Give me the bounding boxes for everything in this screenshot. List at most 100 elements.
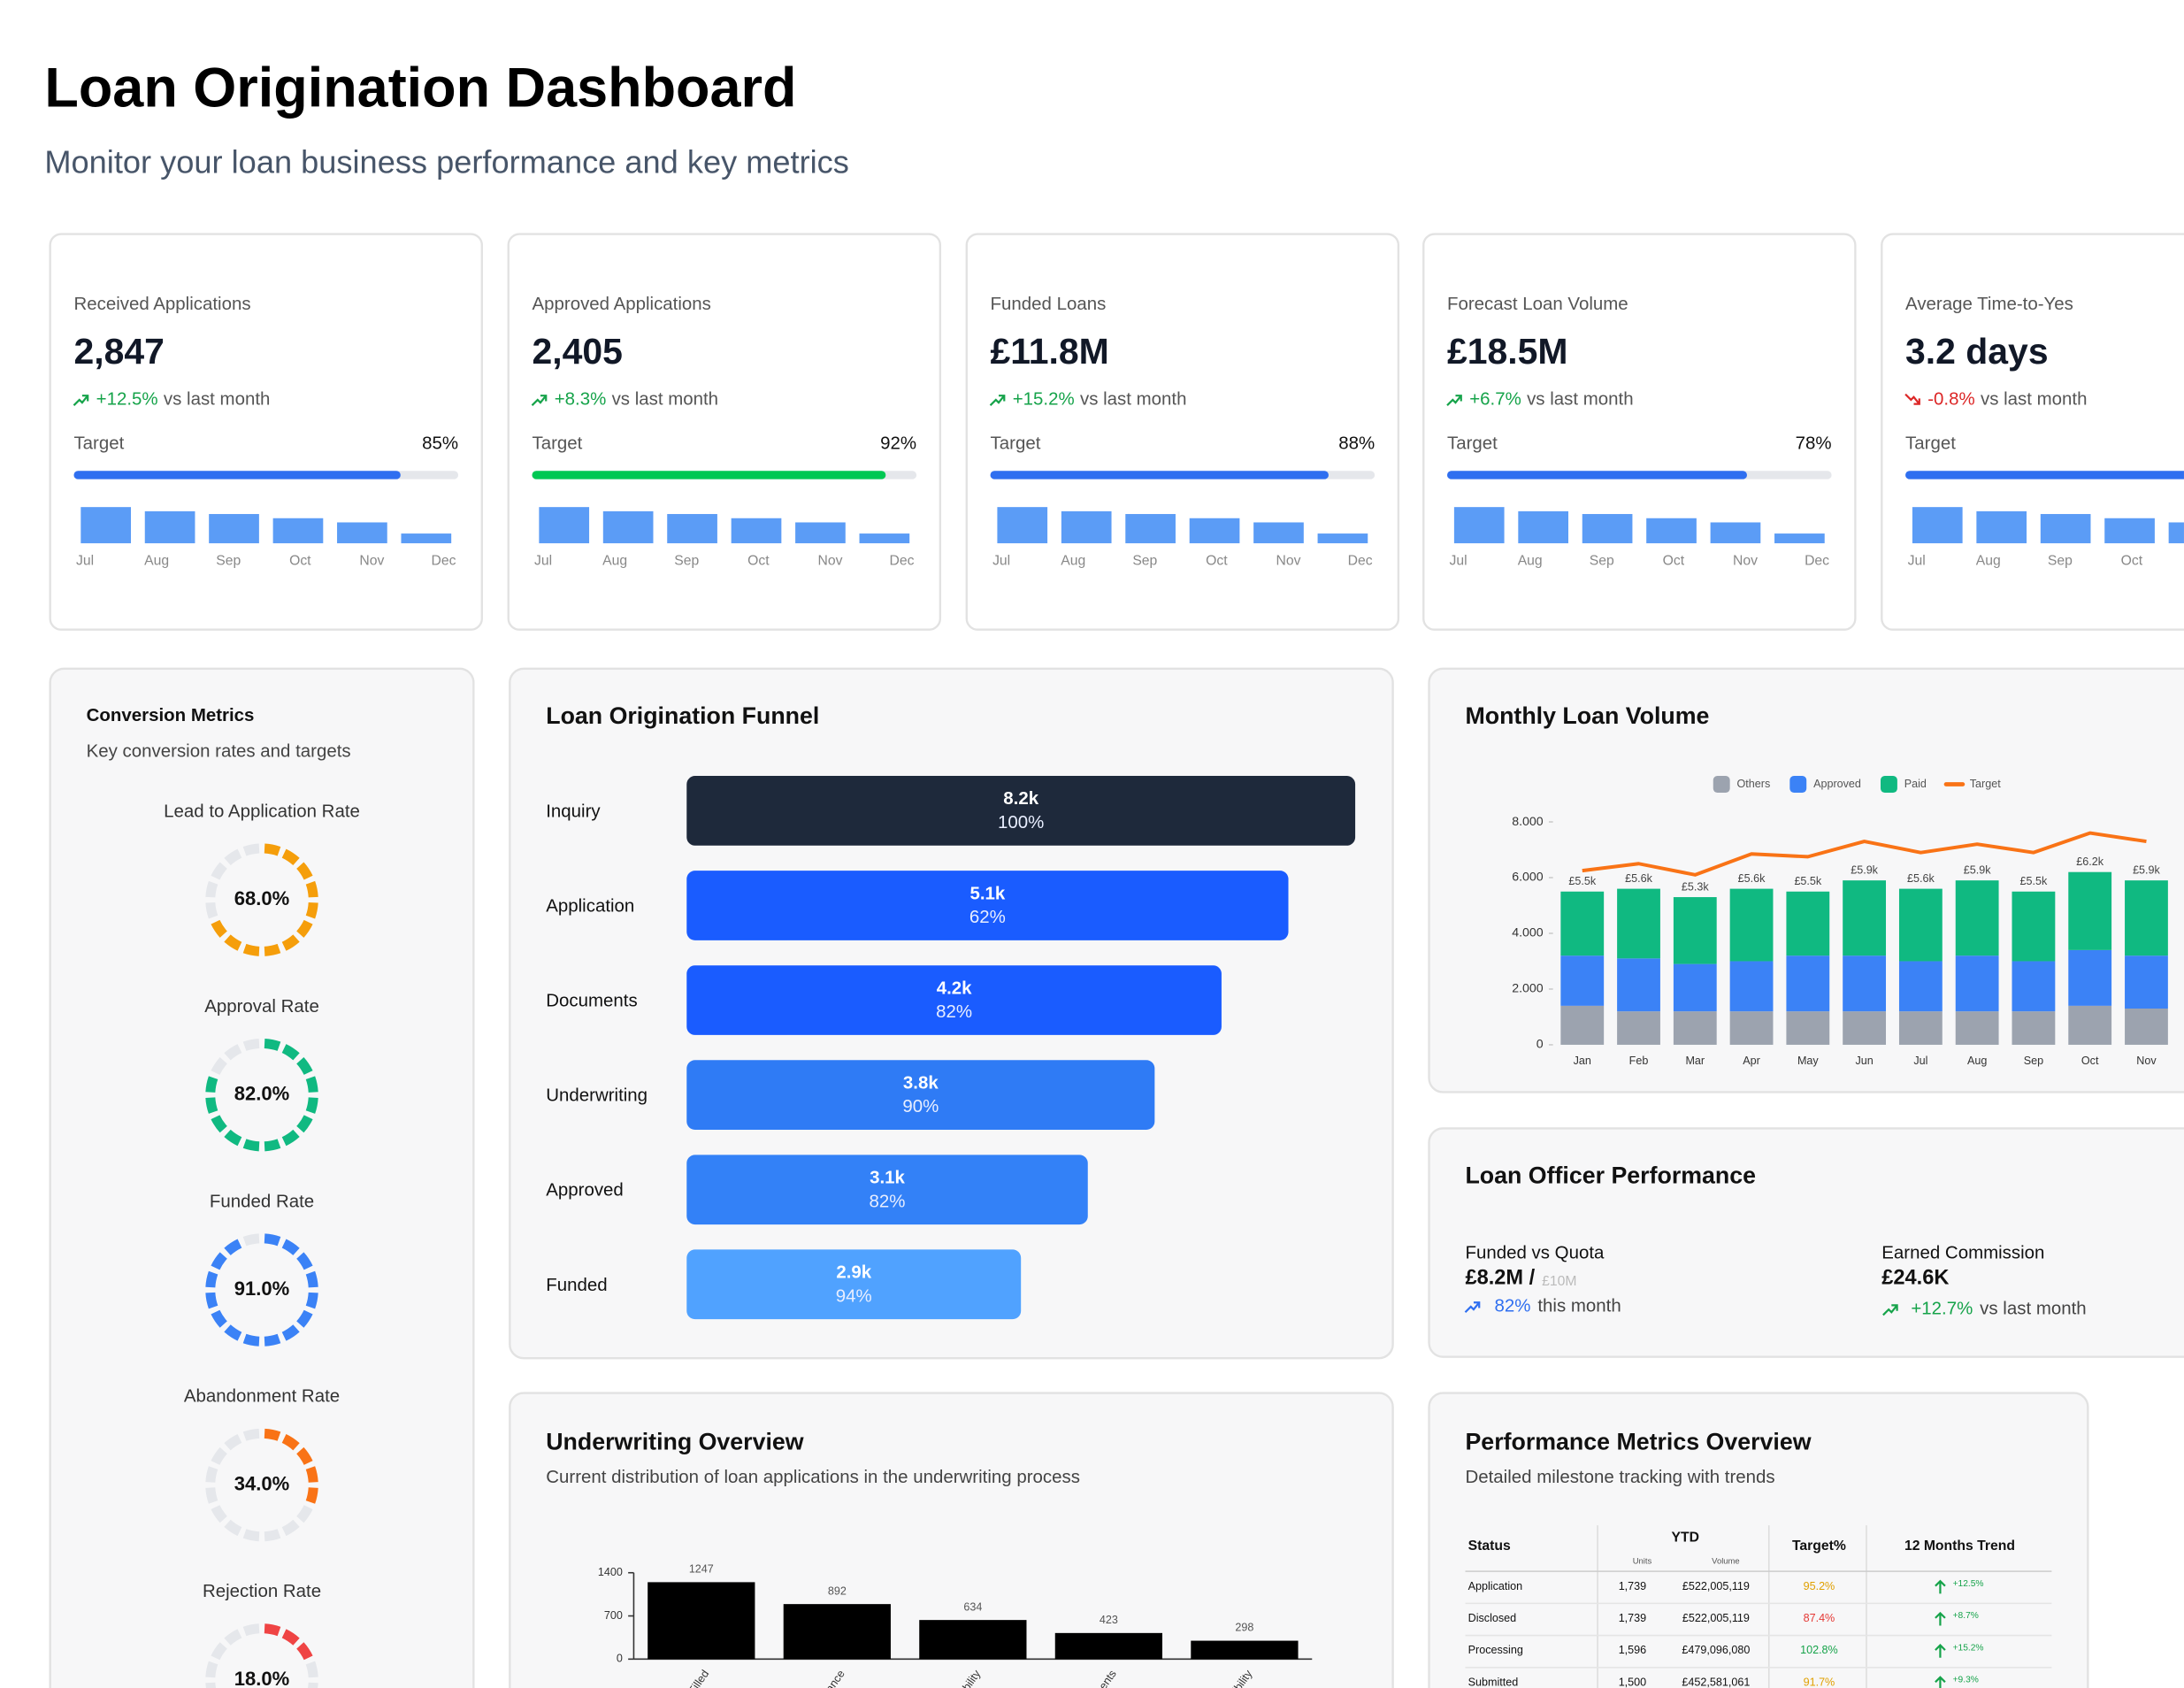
total-label: £5.5k bbox=[2020, 875, 2048, 887]
cell: 1,739 bbox=[1619, 1612, 1646, 1624]
month-label: Dec bbox=[1348, 554, 1373, 569]
column-header: YTD bbox=[1672, 1531, 1699, 1546]
ring-segment bbox=[264, 1428, 281, 1441]
rate-ring bbox=[205, 1428, 318, 1542]
stack-segment bbox=[1898, 888, 1943, 962]
mini-bar bbox=[1518, 510, 1568, 544]
stage-name: Underwriting bbox=[546, 1086, 648, 1106]
target-label: Target bbox=[73, 434, 124, 454]
stage-count: 2.9k bbox=[836, 1262, 871, 1283]
rate-value: 18.0% bbox=[234, 1668, 290, 1688]
month-label: Nov bbox=[1276, 554, 1301, 569]
progress-bar bbox=[1447, 471, 1747, 480]
funnel-bar bbox=[686, 1249, 1022, 1320]
ring-segment bbox=[305, 902, 318, 919]
card-subtitle: Detailed milestone tracking with trends bbox=[1465, 1467, 1774, 1487]
ring-segment bbox=[264, 843, 281, 856]
ring-segment bbox=[296, 1642, 313, 1661]
card-title: Performance Metrics Overview bbox=[1465, 1428, 1811, 1454]
total-label: £5.5k bbox=[1568, 875, 1596, 887]
kpi-change-note: vs last month bbox=[164, 388, 271, 409]
stack-segment bbox=[1673, 1011, 1717, 1045]
kpi-change-note: vs last month bbox=[1981, 388, 2088, 409]
trend-icon bbox=[1464, 1301, 1481, 1314]
month-label: Jul bbox=[534, 554, 552, 569]
cell: 87.4% bbox=[1804, 1612, 1835, 1624]
ring-segment bbox=[211, 1642, 227, 1661]
x-tick-label: May bbox=[1797, 1055, 1819, 1067]
total-label: £5.9k bbox=[2133, 863, 2160, 876]
progress-bar bbox=[990, 471, 1329, 480]
ring-segment bbox=[264, 943, 281, 956]
stack-segment bbox=[1729, 961, 1774, 1012]
ring-segment bbox=[281, 1324, 300, 1341]
mini-bar bbox=[2168, 522, 2184, 544]
ring-segment bbox=[211, 919, 227, 938]
stack-segment bbox=[2068, 949, 2112, 1006]
total-label: £5.3k bbox=[1682, 880, 1709, 893]
ring-segment bbox=[296, 1115, 313, 1133]
cell: 1,500 bbox=[1619, 1676, 1646, 1688]
stage-count: 3.1k bbox=[870, 1168, 905, 1188]
funnel-bar bbox=[686, 776, 1356, 846]
card-subtitle: Current distribution of loan application… bbox=[546, 1467, 1080, 1487]
ring-segment bbox=[224, 934, 242, 951]
y-tick-label: 8.000 bbox=[1512, 815, 1544, 829]
metric-change: 82% bbox=[1495, 1295, 1531, 1316]
mini-bar bbox=[401, 533, 452, 544]
stage-name: Funded bbox=[546, 1275, 607, 1295]
month-label: Jul bbox=[1450, 554, 1467, 569]
cell: 1,596 bbox=[1619, 1644, 1646, 1656]
progress-bar bbox=[1905, 471, 2184, 480]
column-subheader: Volume bbox=[1712, 1557, 1739, 1567]
mini-bar bbox=[80, 507, 132, 544]
kpi-change-note: vs last month bbox=[612, 388, 719, 409]
stage-rate: 82% bbox=[936, 1001, 972, 1022]
ring-segment bbox=[242, 943, 260, 956]
ring-segment bbox=[264, 1529, 281, 1542]
ring-segment bbox=[281, 1044, 300, 1061]
kpi-label: Received Applications bbox=[73, 294, 250, 314]
mini-bar bbox=[539, 507, 590, 544]
month-label: Sep bbox=[216, 554, 241, 569]
kpi-label: Forecast Loan Volume bbox=[1447, 294, 1628, 314]
kpi-value: £11.8M bbox=[991, 331, 1109, 372]
stack-segment bbox=[1955, 1011, 1999, 1045]
page-subtitle: Monitor your loan business performance a… bbox=[44, 143, 849, 180]
cell: £522,005,119 bbox=[1682, 1612, 1750, 1624]
funnel-bar bbox=[686, 965, 1222, 1035]
card-title: Loan Officer Performance bbox=[1465, 1162, 1756, 1189]
metric-value: £8.2M / bbox=[1465, 1267, 1535, 1290]
mini-bar bbox=[1253, 522, 1304, 544]
stage-count: 3.8k bbox=[903, 1072, 939, 1093]
x-tick-label: Jul bbox=[1913, 1055, 1927, 1067]
kpi-change-note: vs last month bbox=[1527, 388, 1634, 409]
stage-rate: 62% bbox=[969, 907, 1006, 927]
ring-segment bbox=[205, 1466, 218, 1483]
stage-name: Documents bbox=[546, 991, 637, 1011]
cell: £452,581,061 bbox=[1682, 1676, 1750, 1688]
card-title: Underwriting Overview bbox=[546, 1428, 804, 1454]
ring-segment bbox=[281, 1129, 300, 1147]
target-value: 88% bbox=[1338, 434, 1375, 454]
month-label: Aug bbox=[1061, 554, 1085, 569]
x-tick-label: Jun bbox=[1855, 1055, 1873, 1067]
month-label: Jul bbox=[76, 554, 94, 569]
y-tick-label: 1400 bbox=[598, 1566, 623, 1578]
y-tick-label: 4.000 bbox=[1512, 926, 1544, 940]
month-label: Oct bbox=[1206, 554, 1228, 569]
target-line bbox=[1582, 831, 2147, 877]
total-label: £5.5k bbox=[1794, 875, 1821, 887]
metric-label: Earned Commission bbox=[1881, 1243, 2044, 1263]
ring-segment bbox=[281, 1433, 300, 1451]
mini-bar bbox=[1912, 507, 1963, 544]
month-label: Aug bbox=[144, 554, 169, 569]
rate-name: Abandonment Rate bbox=[184, 1386, 340, 1407]
month-label: Nov bbox=[1733, 554, 1758, 569]
funnel-bar bbox=[686, 1060, 1155, 1131]
stack-segment bbox=[2068, 1005, 2112, 1045]
cell: 1,739 bbox=[1619, 1580, 1646, 1592]
total-label: £5.9k bbox=[1851, 863, 1878, 876]
kpi-change: -0.8% bbox=[1927, 388, 1974, 409]
